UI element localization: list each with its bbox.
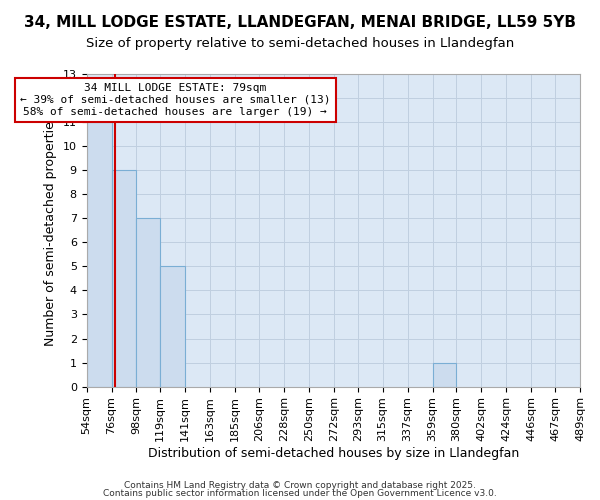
Text: Contains HM Land Registry data © Crown copyright and database right 2025.: Contains HM Land Registry data © Crown c… bbox=[124, 480, 476, 490]
Bar bbox=[433, 362, 457, 386]
Bar bbox=[160, 266, 185, 386]
Text: 34 MILL LODGE ESTATE: 79sqm
← 39% of semi-detached houses are smaller (13)
58% o: 34 MILL LODGE ESTATE: 79sqm ← 39% of sem… bbox=[20, 84, 331, 116]
X-axis label: Distribution of semi-detached houses by size in Llandegfan: Distribution of semi-detached houses by … bbox=[148, 447, 519, 460]
Bar bbox=[136, 218, 160, 386]
Bar bbox=[112, 170, 136, 386]
Y-axis label: Number of semi-detached properties: Number of semi-detached properties bbox=[44, 114, 57, 346]
Text: 34, MILL LODGE ESTATE, LLANDEGFAN, MENAI BRIDGE, LL59 5YB: 34, MILL LODGE ESTATE, LLANDEGFAN, MENAI… bbox=[24, 15, 576, 30]
Text: Size of property relative to semi-detached houses in Llandegfan: Size of property relative to semi-detach… bbox=[86, 38, 514, 51]
Bar bbox=[86, 122, 112, 386]
Text: Contains public sector information licensed under the Open Government Licence v3: Contains public sector information licen… bbox=[103, 489, 497, 498]
